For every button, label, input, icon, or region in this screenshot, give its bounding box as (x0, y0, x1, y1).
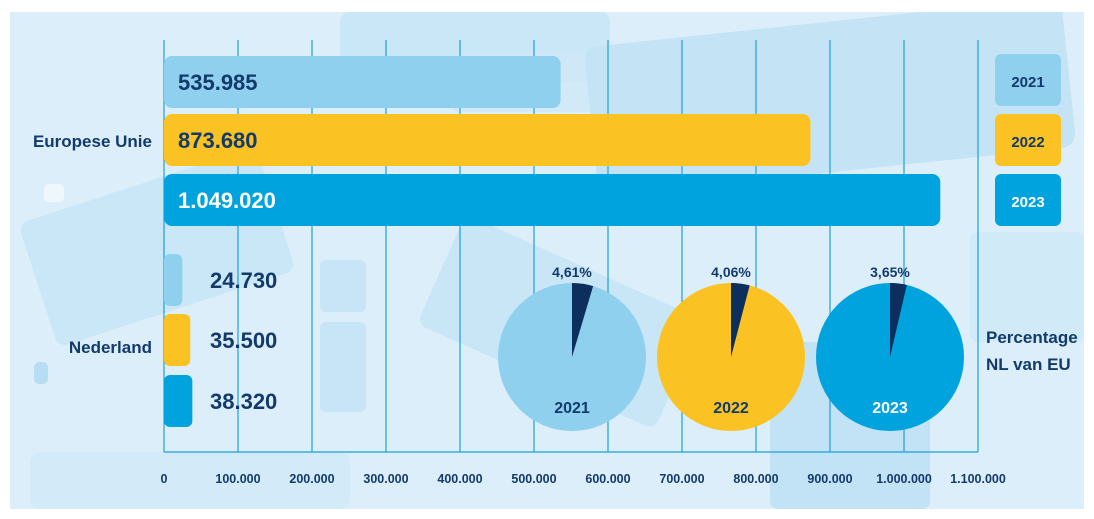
pie-charts: 4,61% 2021 4,06% 2022 3,65% 2023 (498, 264, 964, 431)
pie-title-line-1: Percentage (986, 328, 1078, 347)
chart-panel: 0 100.000 200.000 300.000 400.000 500.000 600.… (10, 12, 1084, 509)
pie-percent-label-2021: 4,61% (552, 264, 592, 280)
pie-percent-label-2022: 4,06% (711, 264, 751, 280)
bar-nl-2021 (164, 254, 183, 306)
pie-slice-2021 (572, 283, 594, 357)
bar-and-pie-chart: 0 100.000 200.000 300.000 400.000 500.000 600.… (20, 12, 1084, 509)
x-tick-label-1-100-000: 1.100.000 (950, 472, 1006, 486)
bar-label-nl-2023: 38.320 (210, 389, 277, 414)
legend-label-2022: 2022 (1011, 134, 1044, 151)
x-tick-label-900-000: 900.000 (807, 472, 852, 486)
x-tick-label-300-000: 300.000 (363, 472, 408, 486)
legend: 2021 2022 2023 (995, 54, 1061, 226)
x-tick-label-600-000: 600.000 (585, 472, 630, 486)
pie-title-line-2: NL van EU (986, 355, 1071, 374)
category-label-europese-unie: Europese Unie (33, 132, 152, 151)
x-axis: 0 100.000 200.000 300.000 400.000 500.000 600.… (161, 451, 1006, 486)
bar-label-nl-2022: 35.500 (210, 328, 277, 353)
legend-label-2021: 2021 (1011, 74, 1044, 91)
legend-label-2023: 2023 (1011, 194, 1044, 211)
pie-section-title: Percentage NL van EU (986, 328, 1082, 374)
pie-year-label-2021: 2021 (554, 400, 590, 417)
pie-year-label-2022: 2022 (713, 400, 749, 417)
bar-nl-2022 (164, 314, 191, 366)
bar-label-nl-2021: 24.730 (210, 268, 277, 293)
x-tick-label-400-000: 400.000 (437, 472, 482, 486)
bar-nl-2023 (164, 375, 193, 427)
bar-eu-2022 (164, 114, 811, 166)
category-label-nederland: Nederland (69, 338, 152, 357)
x-tick-label-1-000-000: 1.000.000 (876, 472, 932, 486)
bar-label-eu-2023: 1.049.020 (178, 188, 276, 213)
legend-swatch-2022 (995, 114, 1061, 166)
legend-swatch-2021 (995, 54, 1061, 106)
bar-eu-2021 (164, 56, 561, 108)
x-tick-label-800-000: 800.000 (733, 472, 778, 486)
bar-label-eu-2021: 535.985 (178, 70, 258, 95)
pie-slice-2022 (731, 283, 750, 357)
pie-percent-label-2023: 3,65% (870, 264, 910, 280)
category-labels: Europese Unie Nederland (33, 132, 152, 357)
x-tick-label-500-000: 500.000 (511, 472, 556, 486)
x-tick-label-200-000: 200.000 (289, 472, 334, 486)
bar-eu-2023 (164, 174, 941, 226)
bars: 535.985 24.730 873.680 35.500 1.049.020 38.32… (164, 56, 941, 427)
x-tick-label-100-000: 100.000 (215, 472, 260, 486)
x-tick-label-700-000: 700.000 (659, 472, 704, 486)
pie-year-label-2023: 2023 (872, 400, 908, 417)
x-tick-label-0: 0 (161, 472, 168, 486)
pie-slice-2023 (890, 283, 907, 357)
bar-label-eu-2022: 873.680 (178, 128, 258, 153)
legend-swatch-2023 (995, 174, 1061, 226)
